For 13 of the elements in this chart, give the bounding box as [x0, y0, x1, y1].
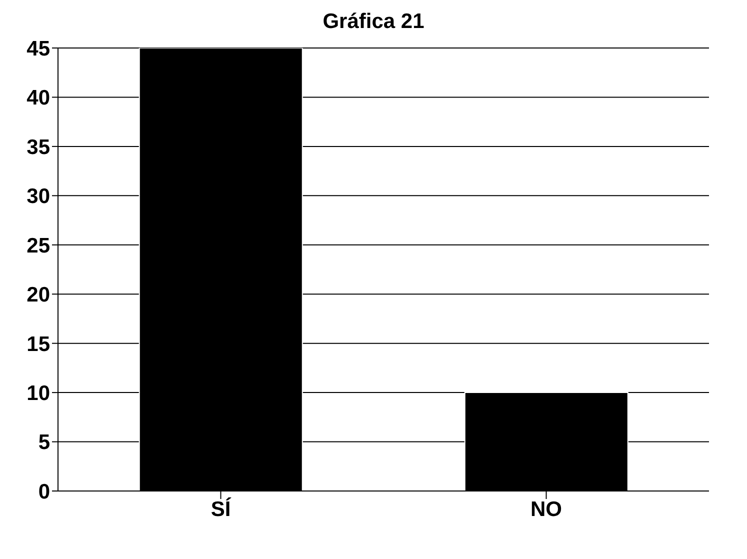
x-tick-label: NO	[530, 498, 562, 521]
y-tick-label: 20	[26, 284, 50, 307]
y-tick-label: 5	[38, 431, 50, 454]
y-tick-label: 25	[26, 234, 50, 258]
y-tick-label: 45	[26, 37, 50, 60]
y-tick-label: 30	[26, 185, 50, 208]
chart-title: Gráfica 21	[322, 10, 426, 34]
y-tick-label: 40	[26, 86, 50, 110]
x-tick-label: SÍ	[210, 496, 232, 521]
y-tick-label: 10	[26, 382, 50, 406]
y-tick-label: 35	[26, 136, 50, 159]
y-tick-label: 15	[26, 332, 50, 356]
y-tick-label: 0	[38, 480, 50, 504]
